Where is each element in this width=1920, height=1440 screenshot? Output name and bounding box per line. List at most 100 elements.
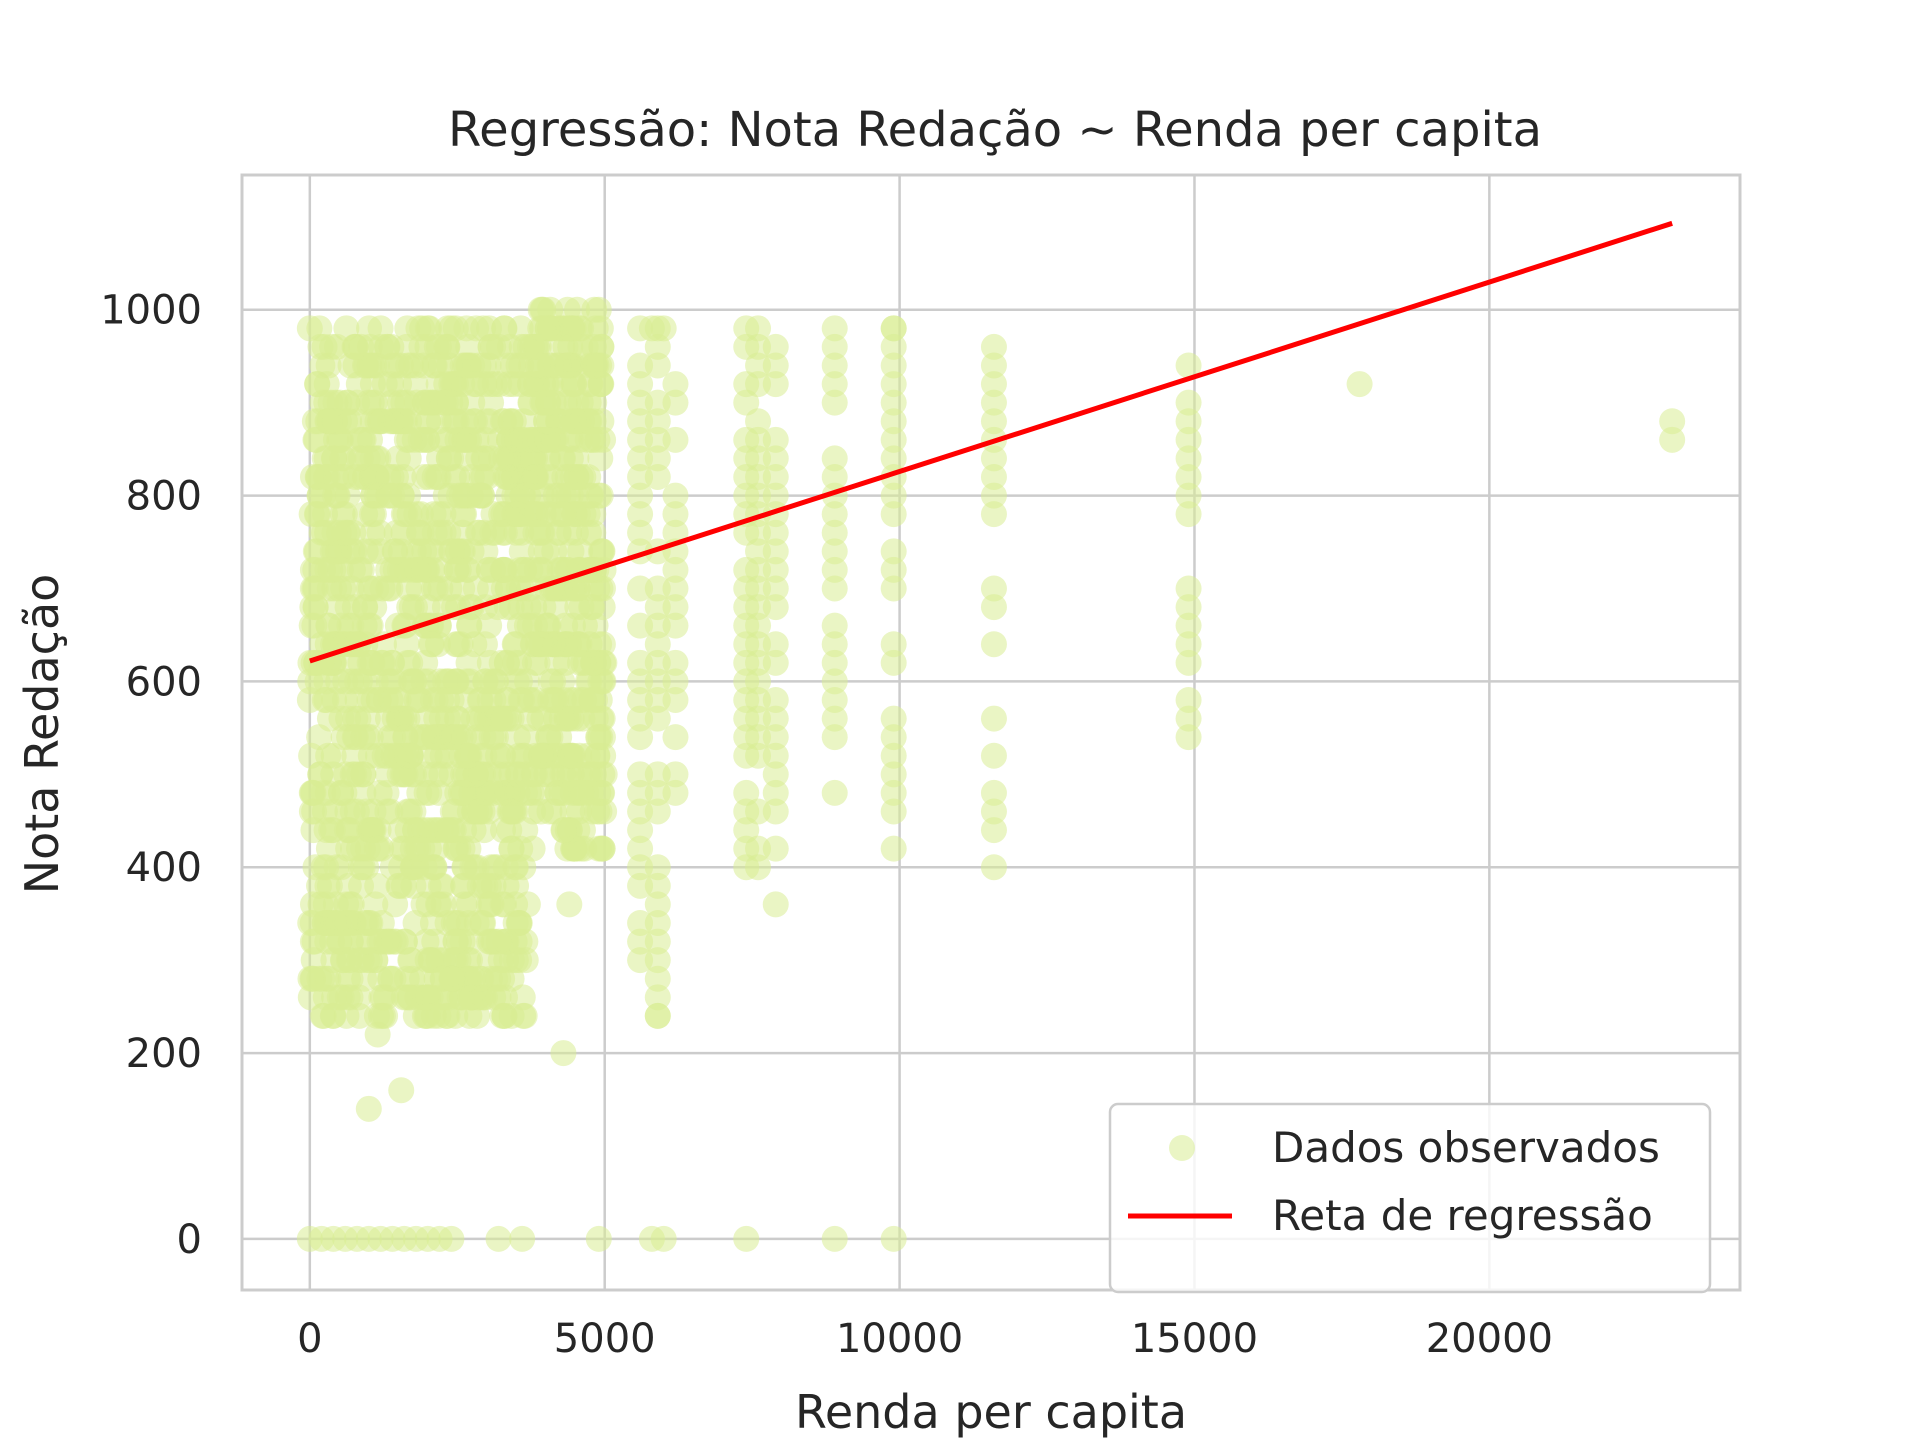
data-point xyxy=(355,928,382,955)
data-point xyxy=(821,352,848,379)
data-point xyxy=(821,1225,848,1252)
data-point xyxy=(324,333,351,360)
data-point xyxy=(821,519,848,546)
data-point xyxy=(531,742,558,769)
data-point xyxy=(880,408,907,435)
data-point xyxy=(313,686,340,713)
data-point xyxy=(980,779,1007,806)
data-point xyxy=(543,352,570,379)
data-point xyxy=(733,1225,760,1252)
data-point xyxy=(662,426,689,453)
data-point xyxy=(540,389,567,416)
data-point xyxy=(644,854,671,881)
data-point xyxy=(510,1002,537,1029)
data-point xyxy=(528,798,555,825)
data-point xyxy=(821,315,848,342)
data-point xyxy=(522,686,549,713)
data-point xyxy=(314,779,341,806)
data-point xyxy=(526,631,553,658)
data-point xyxy=(880,779,907,806)
data-point xyxy=(627,482,654,509)
data-point xyxy=(296,315,323,342)
data-point xyxy=(518,426,545,453)
data-point xyxy=(416,779,443,806)
data-point xyxy=(662,649,689,676)
scatter-points xyxy=(296,296,1686,1252)
x-tick-labels: 0 5000 10000 15000 20000 xyxy=(297,1316,1553,1362)
data-point xyxy=(662,761,689,788)
data-point xyxy=(509,1225,536,1252)
data-point xyxy=(427,426,454,453)
data-point xyxy=(762,835,789,862)
data-point xyxy=(490,705,517,732)
data-point xyxy=(1175,445,1202,472)
data-point xyxy=(436,352,463,379)
data-point xyxy=(389,761,416,788)
data-point xyxy=(417,947,444,974)
y-tick-label: 1000 xyxy=(100,288,202,334)
data-point xyxy=(762,445,789,472)
data-point xyxy=(364,872,391,899)
data-point xyxy=(580,352,607,379)
data-point xyxy=(584,426,611,453)
data-point xyxy=(733,389,760,416)
data-point xyxy=(505,909,532,936)
data-point xyxy=(468,482,495,509)
data-point xyxy=(762,482,789,509)
data-point xyxy=(467,965,494,992)
data-point xyxy=(367,315,394,342)
data-point xyxy=(821,575,848,602)
data-point xyxy=(644,909,671,936)
data-point xyxy=(410,668,437,695)
data-point xyxy=(880,352,907,379)
data-point xyxy=(821,686,848,713)
data-point xyxy=(519,333,546,360)
data-point xyxy=(644,891,671,918)
data-point xyxy=(880,426,907,453)
data-point xyxy=(821,371,848,398)
data-point xyxy=(980,631,1007,658)
data-point xyxy=(490,519,517,546)
data-point xyxy=(485,965,512,992)
data-point xyxy=(980,742,1007,769)
data-point xyxy=(466,686,493,713)
data-point xyxy=(733,817,760,844)
data-point xyxy=(880,315,907,342)
chart-title: Regressão: Nota Redação ~ Renda per capi… xyxy=(448,102,1542,158)
y-tick-label: 200 xyxy=(126,1031,202,1077)
data-point xyxy=(980,371,1007,398)
data-point xyxy=(332,668,359,695)
data-point xyxy=(537,668,564,695)
data-point xyxy=(438,686,465,713)
data-point xyxy=(419,854,446,881)
data-point xyxy=(502,649,529,676)
data-point xyxy=(644,352,671,379)
regression-line xyxy=(309,220,1673,664)
data-point xyxy=(662,724,689,751)
data-point xyxy=(880,445,907,472)
legend: Dados observados Reta de regressão xyxy=(1108,1102,1712,1294)
data-point xyxy=(351,594,378,621)
data-point xyxy=(501,631,528,658)
data-point xyxy=(644,798,671,825)
data-point xyxy=(1175,705,1202,732)
data-point xyxy=(297,965,324,992)
data-point xyxy=(461,631,488,658)
data-point xyxy=(568,315,595,342)
data-point xyxy=(662,668,689,695)
data-point xyxy=(383,686,410,713)
data-point xyxy=(762,761,789,788)
data-point xyxy=(297,909,324,936)
data-point xyxy=(405,835,432,862)
data-point xyxy=(438,965,465,992)
data-point xyxy=(1175,631,1202,658)
data-point xyxy=(348,333,375,360)
data-point xyxy=(1659,408,1686,435)
data-point xyxy=(627,835,654,862)
data-point xyxy=(762,519,789,546)
data-point xyxy=(414,1002,441,1029)
data-point xyxy=(1175,426,1202,453)
data-point xyxy=(1175,594,1202,621)
data-point xyxy=(355,1095,382,1122)
data-point xyxy=(397,352,424,379)
